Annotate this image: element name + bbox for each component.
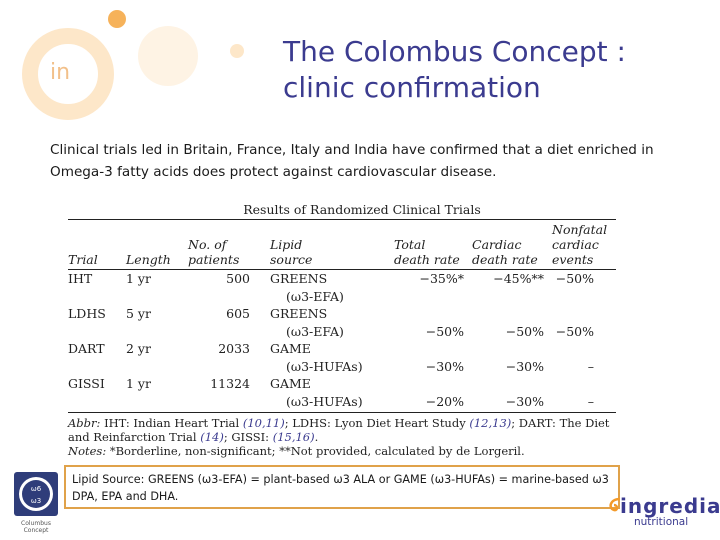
table-row-sub: (ω3-HUFAs) −30% −30% – (68, 358, 616, 376)
decorative-dot-orange (108, 10, 126, 28)
cell-source: GAME (270, 341, 311, 356)
cell-source-sub: (ω3-EFA) (286, 288, 344, 304)
badge-icon: ω6 ω3 (14, 472, 58, 516)
header-nonfatal-events: Nonfatal cardiac events (544, 220, 616, 270)
cell-source: GREENS (270, 271, 328, 286)
lipid-source-note: Lipid Source: GREENS (ω3-EFA) = plant-ba… (64, 465, 620, 509)
reference-link[interactable]: (15,16) (272, 430, 315, 444)
cell-nonfatal: −50% (555, 271, 594, 286)
table-row-sub: (ω3-EFA) (68, 288, 616, 306)
cell-patients: 11324 (210, 376, 250, 391)
reference-link[interactable]: (12,13) (469, 416, 512, 430)
cell-length: 1 yr (126, 376, 151, 391)
header-total-death-rate: Total death rate (386, 220, 464, 270)
table-abbreviations: Abbr: IHT: Indian Heart Trial (10,11); L… (68, 416, 610, 444)
table-row: GISSI 1 yr 11324 GAME (68, 375, 616, 393)
cell-nonfatal: – (587, 358, 594, 374)
badge-caption-1: Columbus (21, 520, 51, 527)
cell-trial: GISSI (68, 376, 105, 391)
title-line-1: The Colombus Concept : (283, 35, 626, 68)
header-length: Length (126, 220, 182, 270)
reference-link[interactable]: (10,11) (242, 416, 285, 430)
badge-top-text: ω6 (31, 485, 42, 493)
cell-source: GREENS (270, 306, 328, 321)
cell-patients: 2033 (218, 341, 250, 356)
results-table-figure: Results of Randomized Clinical Trials Tr… (68, 202, 616, 458)
table-row: LDHS 5 yr 605 GREENS (68, 305, 616, 323)
title-line-2: clinic confirmation (283, 71, 541, 104)
badge-caption-2: Concept (23, 527, 49, 534)
ingredia-logo: ingredia nutritional (606, 494, 720, 530)
table-row-sub: (ω3-EFA) −50% −50% −50% (68, 323, 616, 341)
table-title: Results of Randomized Clinical Trials (68, 202, 616, 220)
intro-paragraph: Clinical trials led in Britain, France, … (50, 142, 654, 180)
cell-total-death: −35%* (419, 271, 464, 286)
cell-nonfatal: −50% (555, 323, 594, 339)
cell-trial: DART (68, 341, 105, 356)
cell-patients: 605 (226, 306, 250, 321)
cell-length: 2 yr (126, 341, 151, 356)
table-header-row: Trial Length No. of patients Lipid source … (68, 220, 616, 270)
cell-length: 5 yr (126, 306, 151, 321)
cell-patients: 500 (226, 271, 250, 286)
header-lipid-source: Lipid source (270, 220, 386, 270)
cell-source-sub: (ω3-HUFAs) (286, 358, 363, 374)
table-row: IHT 1 yr 500 GREENS −35%* −45%** −50% (68, 270, 616, 288)
table-row: DART 2 yr 2033 GAME (68, 340, 616, 358)
cell-source: GAME (270, 376, 311, 391)
decorative-dot-small (230, 44, 244, 58)
decorative-circle-pale (138, 26, 198, 86)
cell-nonfatal: – (544, 392, 616, 413)
cell-total-death: −50% (425, 323, 464, 339)
cell-length: 1 yr (126, 271, 151, 286)
cell-cardiac-death: −30% (464, 392, 544, 413)
columbus-concept-badge: ω6 ω3 Columbus Concept (14, 472, 58, 534)
cell-source-sub: (ω3-EFA) (286, 323, 344, 339)
table-notes: Notes: *Borderline, non-significant; **N… (68, 444, 525, 458)
reference-link[interactable]: (14) (200, 430, 224, 444)
cell-cardiac-death: −30% (505, 358, 544, 374)
badge-mid-text: ω3 (31, 497, 41, 505)
cell-total-death: −20% (386, 392, 464, 413)
cell-source-sub: (ω3-HUFAs) (270, 392, 386, 413)
results-table: Trial Length No. of patients Lipid source … (68, 220, 616, 413)
cell-cardiac-death: −50% (505, 323, 544, 339)
header-patients: No. of patients (182, 220, 270, 270)
logo-swirl-icon (609, 497, 621, 512)
cell-total-death: −30% (425, 358, 464, 374)
cell-trial: IHT (68, 271, 93, 286)
in-mark: in (50, 60, 71, 85)
logo-wordmark: ingredia (620, 494, 720, 518)
cell-trial: LDHS (68, 306, 106, 321)
page-title: The Colombus Concept : clinic confirmati… (283, 34, 713, 106)
table-row-sub: (ω3-HUFAs) −20% −30% – (68, 392, 616, 413)
cell-cardiac-death: −45%** (493, 271, 544, 286)
logo-subtitle: nutritional (634, 516, 689, 528)
header-cardiac-death-rate: Cardiac death rate (464, 220, 544, 270)
header-trial: Trial (68, 220, 126, 270)
